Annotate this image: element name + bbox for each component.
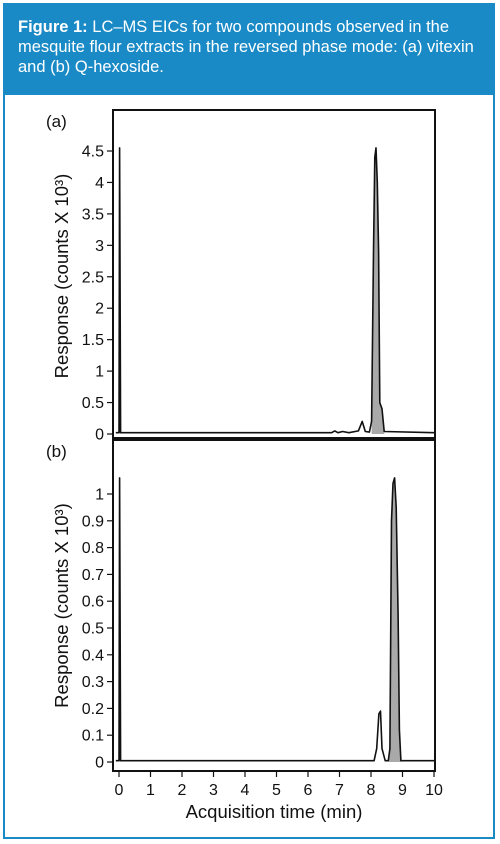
panel-a-ytick-label: 3.5 — [82, 206, 104, 223]
panel-b-ytick-label: 0.6 — [82, 594, 104, 611]
xtick-label: 10 — [425, 782, 443, 799]
panel-a-ytick-label: 0 — [95, 427, 104, 444]
panel-a-ytick-label: 2 — [95, 301, 104, 318]
panel-b-frame — [112, 439, 436, 772]
panel-b-ytick-label: 0.9 — [82, 513, 104, 530]
panel-a-ytick-label: 4.5 — [82, 144, 104, 161]
panel-b-ytick-label: 0 — [95, 755, 104, 772]
panel-b-ytick-label: 0.1 — [82, 728, 104, 745]
panel-b-trace — [115, 477, 434, 762]
panel-b-ytick-label: 0.5 — [82, 621, 104, 638]
panel-b-ytick-label: 0.2 — [82, 701, 104, 718]
panel-a-peak-fill — [371, 147, 385, 434]
figure-caption: Figure 1: LC–MS EICs for two compounds o… — [5, 5, 493, 95]
panel-b-ytick-label: 0.3 — [82, 674, 104, 691]
xtick-label: 6 — [304, 782, 313, 799]
xtick-label: 4 — [241, 782, 250, 799]
panel-a-frame — [112, 109, 436, 439]
panel-a-ytick-label: 2.5 — [82, 269, 104, 286]
panel-a-label: (a) — [46, 112, 67, 131]
caption-text: LC–MS EICs for two compounds observed in… — [18, 18, 474, 76]
xtick-label: 9 — [398, 782, 407, 799]
panel-a-ytick-label: 3 — [95, 238, 104, 255]
panel-a-trace — [115, 147, 435, 434]
panel-b-ytick-label: 1 — [95, 487, 104, 504]
xtick-label: 8 — [367, 782, 376, 799]
xtick-label: 5 — [272, 782, 281, 799]
panel-a-ytick-label: 4 — [95, 175, 104, 192]
panel-a-ytick-label: 0.5 — [82, 395, 104, 412]
xtick-label: 0 — [115, 782, 124, 799]
panel-b-ytick-label: 0.8 — [82, 540, 104, 557]
xtick-label: 3 — [209, 782, 218, 799]
xtick-label: 1 — [146, 782, 155, 799]
figure-frame — [3, 3, 495, 839]
panel-a-ytick-label: 1.5 — [82, 332, 104, 349]
panel-b-label: (b) — [46, 442, 67, 461]
panel-b-ylabel: Response (counts X 10³) — [51, 503, 72, 708]
caption-label: Figure 1: — [18, 18, 88, 36]
panel-a-ylabel: Response (counts X 10³) — [51, 174, 72, 379]
xtick-label: 7 — [335, 782, 344, 799]
panel-b-ytick-label: 0.4 — [82, 647, 104, 664]
x-axis-label: Acquisition time (min) — [186, 801, 363, 822]
panel-b-ytick-label: 0.7 — [82, 567, 104, 584]
xtick-label: 2 — [178, 782, 187, 799]
panel-a-ytick-label: 1 — [95, 364, 104, 381]
